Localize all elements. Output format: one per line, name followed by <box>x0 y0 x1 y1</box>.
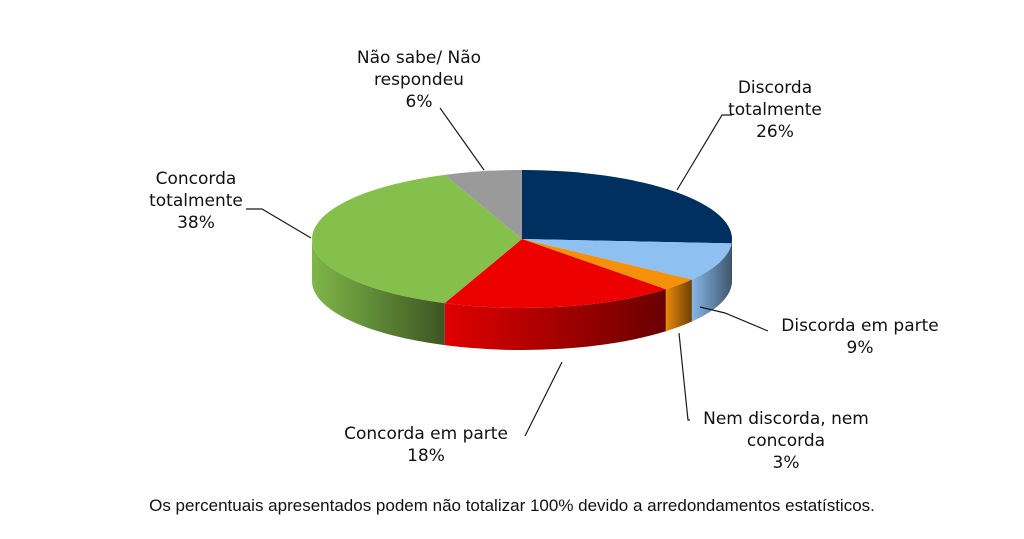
slice-category-label: Discorda em parte <box>781 316 938 336</box>
slice-value-label: 6% <box>406 92 433 112</box>
pie-slice <box>312 174 522 304</box>
pie-slice <box>522 170 733 244</box>
footnote: Os percentuais apresentados podem não to… <box>149 496 875 515</box>
leader-line <box>439 107 485 171</box>
slice-category-label: Concorda <box>156 169 237 189</box>
pie-slice <box>444 170 522 239</box>
slice-value-label: 18% <box>407 446 445 466</box>
pie-slice-side <box>444 289 666 350</box>
slice-label: Concorda totalmente 38% <box>149 169 243 233</box>
slice-label: Não sabe/ Não respondeu 6% <box>357 48 481 112</box>
slice-label: Concorda em parte 18% <box>344 424 508 466</box>
pie-slice <box>522 239 732 280</box>
leader-line <box>678 332 690 421</box>
slice-category-label: concorda <box>747 431 825 451</box>
slice-category-label: totalmente <box>728 100 822 120</box>
leader-line <box>524 361 563 437</box>
pie-slice-side <box>312 239 445 346</box>
slice-value-label: 26% <box>756 122 794 142</box>
slice-label: Discorda em parte 9% <box>781 316 938 358</box>
slice-label: Discorda totalmente 26% <box>728 78 822 142</box>
pie-slice <box>522 239 692 290</box>
pie-slice-side <box>691 243 732 322</box>
slice-category-label: Discorda <box>738 78 812 98</box>
slice-value-label: 9% <box>847 338 874 358</box>
slice-value-label: 38% <box>177 213 215 233</box>
slice-category-label: respondeu <box>374 70 464 90</box>
leader-line <box>699 306 769 332</box>
slice-label: Nem discorda, nem concorda 3% <box>703 409 869 473</box>
leader-line <box>246 208 312 239</box>
pie-slice <box>444 239 666 308</box>
slice-category-label: Concorda em parte <box>344 424 508 444</box>
leader-line <box>676 114 732 191</box>
pie-slice-side <box>665 279 692 332</box>
slice-category-label: totalmente <box>149 191 243 211</box>
slice-value-label: 3% <box>773 453 800 473</box>
slice-category-label: Não sabe/ Não <box>357 48 481 68</box>
slice-category-label: Nem discorda, nem <box>703 409 869 429</box>
